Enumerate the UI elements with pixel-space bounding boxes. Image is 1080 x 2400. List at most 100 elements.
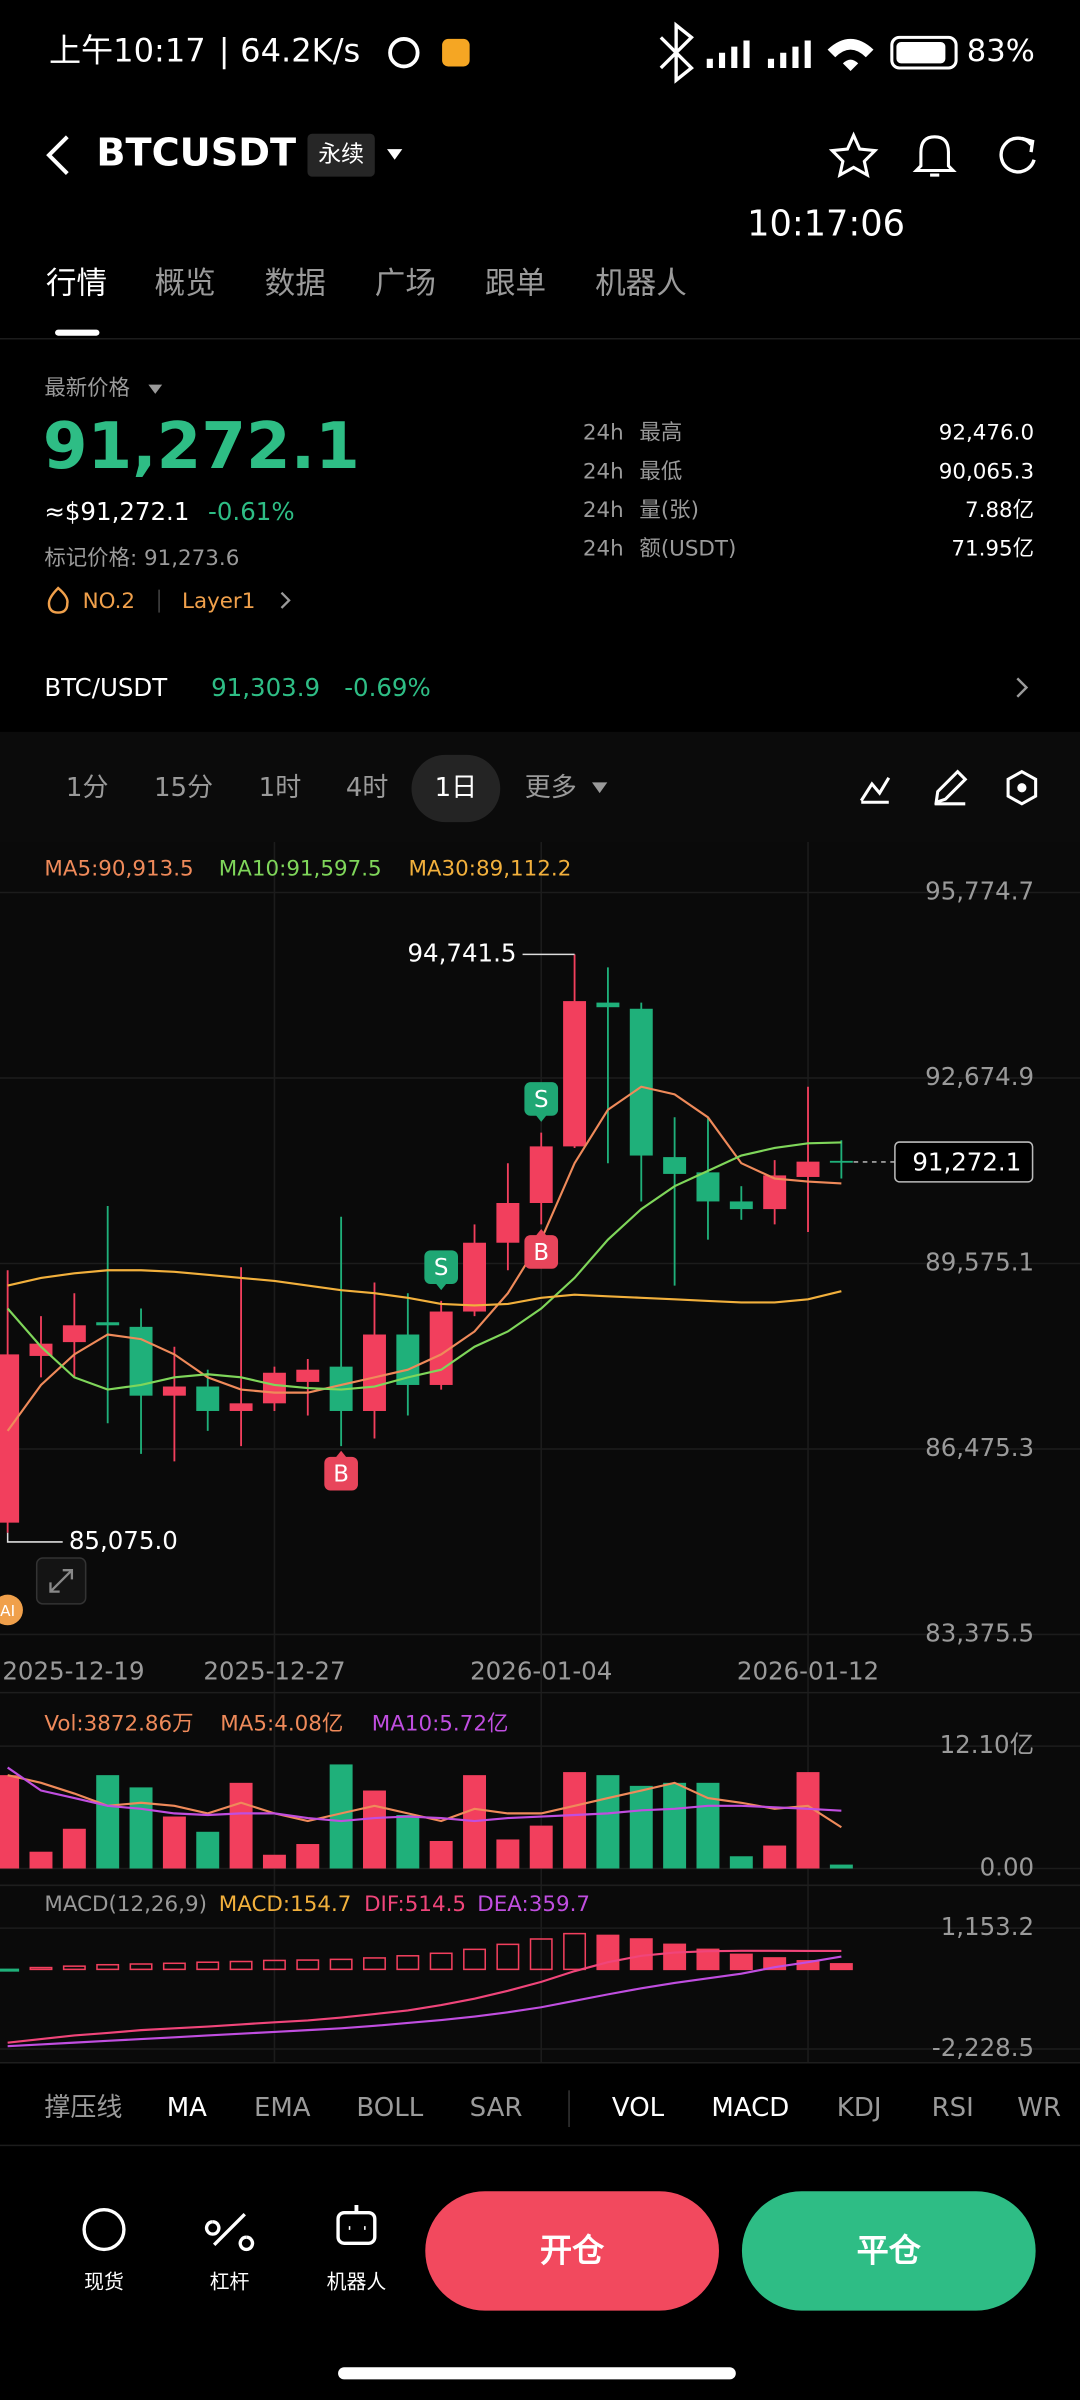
y-tick-label: 12.10亿 xyxy=(940,1730,1035,1759)
indicator[interactable]: EMA xyxy=(254,2093,311,2123)
interval[interactable]: 4时 xyxy=(346,773,389,803)
contract-tag: 永续 xyxy=(318,142,364,168)
sector-arrow[interactable] xyxy=(280,591,291,609)
indicator[interactable]: WR xyxy=(1017,2093,1061,2123)
trade-marker[interactable] xyxy=(424,1250,459,1285)
tab[interactable]: 行情 xyxy=(46,267,107,302)
stat-label: 额(USDT) xyxy=(639,537,736,562)
indicator[interactable]: SAR xyxy=(470,2093,523,2123)
nav-label[interactable]: 杠杆 xyxy=(210,2271,250,2294)
volume-bar xyxy=(696,1782,720,1869)
indicator[interactable]: VOL xyxy=(612,2093,665,2123)
volume-bar xyxy=(396,1814,420,1869)
draw-button[interactable] xyxy=(934,769,968,806)
nav-label[interactable]: 现货 xyxy=(84,2271,124,2294)
symbol-dropdown[interactable] xyxy=(387,149,403,160)
candle-body xyxy=(162,1386,186,1396)
stat-value: 7.88亿 xyxy=(965,498,1034,523)
indicator[interactable]: RSI xyxy=(932,2093,974,2123)
macd-legend: MACD(12,26,9) xyxy=(44,1892,207,1917)
spot-pair[interactable]: BTC/USDT xyxy=(44,673,168,702)
candle-body xyxy=(563,1001,587,1147)
close-label: 平仓 xyxy=(857,2231,922,2269)
volume-bar xyxy=(596,1775,620,1869)
macd-bar xyxy=(363,1957,386,1971)
bluetooth-icon xyxy=(659,21,694,84)
nav-label[interactable]: 机器人 xyxy=(327,2271,387,2294)
indicator-button[interactable] xyxy=(859,777,891,804)
settings-dot xyxy=(1017,783,1027,793)
interval-selected xyxy=(411,754,501,823)
indicator[interactable]: BOLL xyxy=(356,2093,423,2123)
candle-body xyxy=(529,1146,553,1203)
line-series xyxy=(7,1269,842,1307)
trade-pointer xyxy=(335,1450,348,1459)
macd-bar xyxy=(329,1958,353,1971)
ai-badge[interactable] xyxy=(0,1594,23,1626)
sector[interactable]: Layer1 xyxy=(182,589,255,614)
line-series xyxy=(6,1085,842,1432)
y-tick-label: 86,475.3 xyxy=(925,1433,1034,1462)
back-button[interactable] xyxy=(46,135,69,175)
candle-body xyxy=(829,1160,853,1163)
bot-icon-detail xyxy=(348,2205,366,2230)
interval[interactable]: 1日 xyxy=(435,773,478,803)
indicator[interactable]: MACD xyxy=(711,2093,789,2123)
trade-marker[interactable] xyxy=(524,1235,559,1269)
tab[interactable]: 跟单 xyxy=(485,267,546,302)
y-tick-label: 92,674.9 xyxy=(925,1062,1034,1091)
interval-dropdown xyxy=(592,782,608,794)
macd-bar xyxy=(829,1963,853,1971)
status-speed: 64.2K/s xyxy=(240,32,360,70)
favorite-button[interactable] xyxy=(828,131,879,179)
trade-marker[interactable] xyxy=(324,1456,358,1491)
trade-marker[interactable] xyxy=(524,1082,559,1116)
usd-price: ≈$91,272.1 xyxy=(44,497,189,526)
interval[interactable]: 1时 xyxy=(259,773,302,803)
spot-arrow[interactable] xyxy=(1016,677,1029,698)
indicator[interactable]: KDJ xyxy=(837,2093,882,2123)
tab[interactable]: 数据 xyxy=(265,267,326,302)
tab-indicator xyxy=(55,329,100,336)
interval[interactable]: 更多 xyxy=(525,773,577,803)
expand-icon xyxy=(49,1569,74,1593)
indicator[interactable]: MA xyxy=(167,2093,207,2123)
close-button[interactable] xyxy=(741,2191,1036,2311)
interval-bar xyxy=(0,731,1080,843)
share-button[interactable] xyxy=(999,136,1036,174)
volume-bar xyxy=(196,1831,220,1869)
line-series xyxy=(7,1766,842,1823)
candle-body xyxy=(796,1161,820,1177)
volume-bar xyxy=(663,1782,687,1869)
trade-label: S xyxy=(434,1255,449,1281)
stats: 24h 最高 92,476.0 24h 最低 90,065.3 24h 量(张) 7.88亿 24… xyxy=(583,421,1034,562)
y-tick-label: -2,228.5 xyxy=(932,2033,1034,2062)
home-indicator xyxy=(338,2367,736,2380)
open-button[interactable] xyxy=(425,2191,719,2311)
volume-bar xyxy=(329,1764,353,1869)
volume-bar xyxy=(62,1828,86,1869)
volume-bar xyxy=(496,1839,520,1869)
volume-bar xyxy=(829,1864,853,1869)
settings-button[interactable] xyxy=(1006,769,1038,806)
trade-pointer xyxy=(535,1114,548,1122)
macd-bar xyxy=(262,1959,286,1971)
alert-button[interactable] xyxy=(912,135,957,177)
interval[interactable]: 1分 xyxy=(66,773,109,803)
tab[interactable]: 概览 xyxy=(155,267,216,302)
interval[interactable]: 15分 xyxy=(154,773,213,803)
tab[interactable]: 机器人 xyxy=(595,267,687,302)
macd-bar xyxy=(162,1962,186,1971)
price-dropdown[interactable] xyxy=(148,384,163,394)
wifi-icon xyxy=(827,38,874,72)
candle-body xyxy=(229,1403,253,1411)
trade-label: B xyxy=(533,1240,549,1266)
macd-bar xyxy=(296,1959,320,1971)
spot-icon xyxy=(82,2207,126,2252)
trade-label: B xyxy=(333,1462,349,1488)
indicator[interactable]: 撑压线 xyxy=(44,2093,122,2123)
macd-bar xyxy=(396,1955,420,1971)
macd-bar xyxy=(796,1960,820,1971)
tab[interactable]: 广场 xyxy=(375,267,436,302)
macd-bar xyxy=(129,1963,153,1971)
